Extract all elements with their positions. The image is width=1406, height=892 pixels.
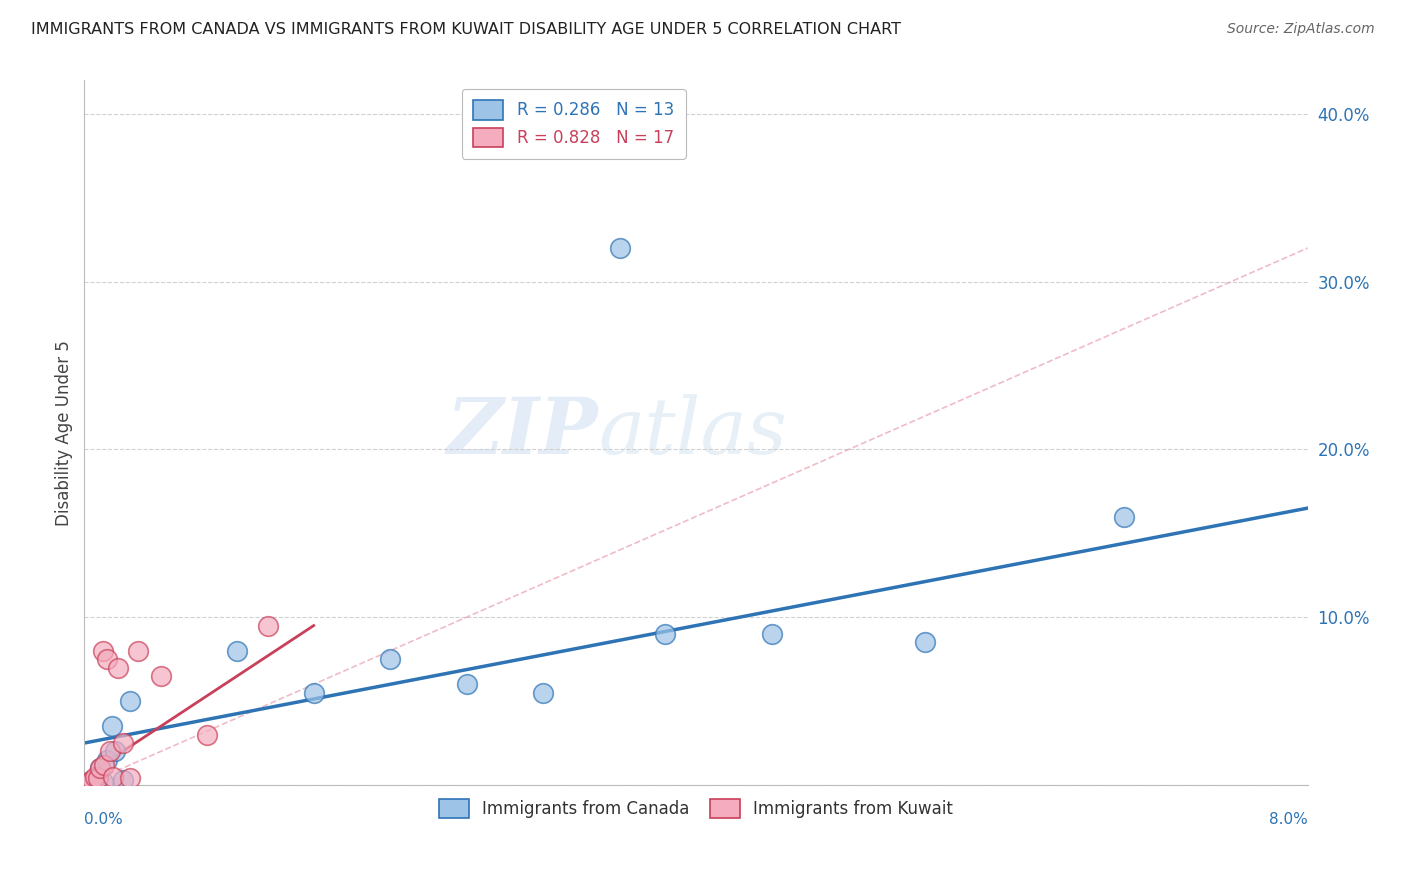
Text: 8.0%: 8.0% [1268, 812, 1308, 827]
Point [302, 686, 325, 700]
Point [120, 771, 142, 785]
Point [120, 694, 142, 708]
Point [107, 660, 129, 674]
Point [111, 772, 134, 787]
Text: 0.0%: 0.0% [84, 812, 124, 827]
Point [89, 761, 111, 775]
Point [80, 772, 103, 787]
Point [195, 728, 218, 742]
Point [103, 770, 125, 784]
Point [80, 772, 103, 787]
Point [1114, 509, 1136, 524]
Legend: Immigrants from Canada, Immigrants from Kuwait: Immigrants from Canada, Immigrants from … [427, 787, 965, 830]
Point [93, 757, 115, 772]
Point [226, 644, 249, 658]
Point [84, 770, 107, 784]
Point [257, 618, 280, 632]
Point [77, 774, 100, 789]
Point [96, 652, 118, 666]
Point [98, 744, 121, 758]
Point [654, 627, 676, 641]
Point [127, 644, 149, 658]
Text: Source: ZipAtlas.com: Source: ZipAtlas.com [1227, 22, 1375, 37]
Point [89, 761, 111, 775]
Point [609, 241, 631, 255]
Point [914, 635, 936, 649]
Point [91, 774, 114, 789]
Point [91, 644, 114, 658]
Point [104, 744, 127, 758]
Point [149, 669, 172, 683]
Point [531, 686, 554, 700]
Text: ZIP: ZIP [447, 394, 598, 471]
Text: IMMIGRANTS FROM CANADA VS IMMIGRANTS FROM KUWAIT DISABILITY AGE UNDER 5 CORRELAT: IMMIGRANTS FROM CANADA VS IMMIGRANTS FRO… [31, 22, 901, 37]
Point [456, 677, 478, 691]
Point [87, 771, 110, 785]
Point [111, 736, 134, 750]
Point [380, 652, 402, 666]
Point [101, 719, 124, 733]
Point [86, 770, 108, 784]
Point [761, 627, 783, 641]
Point [96, 753, 118, 767]
Y-axis label: Disability Age Under 5: Disability Age Under 5 [55, 340, 73, 525]
Text: atlas: atlas [598, 394, 787, 471]
